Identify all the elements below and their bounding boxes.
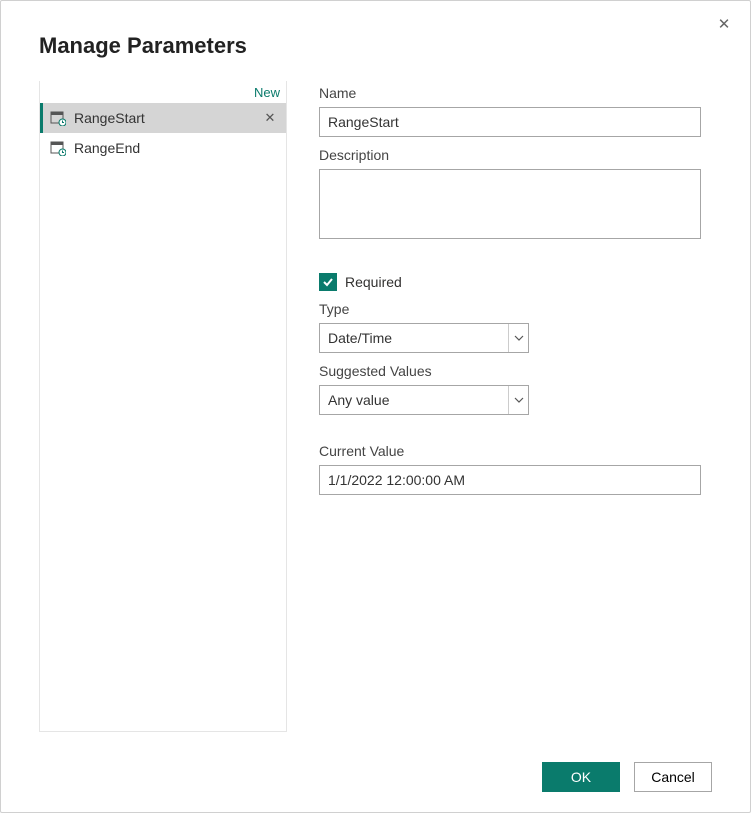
current-value-label: Current Value: [319, 443, 701, 459]
manage-parameters-dialog: ✕ Manage Parameters New R: [0, 0, 751, 813]
cancel-button[interactable]: Cancel: [634, 762, 712, 792]
description-label: Description: [319, 147, 701, 163]
parameter-form: Name Description Required Type Date/Time…: [319, 81, 701, 732]
suggested-values-select-value: Any value: [328, 392, 508, 408]
chevron-down-icon: [508, 324, 528, 352]
dialog-body: New RangeStart ✕: [39, 81, 712, 732]
suggested-values-select[interactable]: Any value: [319, 385, 529, 415]
chevron-down-icon: [508, 386, 528, 414]
ok-button[interactable]: OK: [542, 762, 620, 792]
delete-parameter-icon[interactable]: ✕: [262, 110, 278, 126]
type-label: Type: [319, 301, 701, 317]
parameter-icon: [50, 140, 66, 156]
name-input[interactable]: [319, 107, 701, 137]
required-row: Required: [319, 273, 701, 291]
suggested-values-label: Suggested Values: [319, 363, 701, 379]
required-label: Required: [345, 274, 402, 290]
dialog-footer: OK Cancel: [39, 732, 712, 792]
current-value-input[interactable]: [319, 465, 701, 495]
parameter-sidebar: New RangeStart ✕: [39, 81, 287, 732]
dialog-title: Manage Parameters: [39, 33, 712, 59]
type-select-value: Date/Time: [328, 330, 508, 346]
description-input[interactable]: [319, 169, 701, 239]
parameter-item-label: RangeEnd: [74, 140, 254, 156]
parameter-item-label: RangeStart: [74, 110, 254, 126]
close-icon[interactable]: ✕: [714, 15, 734, 35]
parameter-item-rangeend[interactable]: RangeEnd ✕: [40, 133, 286, 163]
new-parameter-link[interactable]: New: [254, 85, 280, 100]
parameter-item-rangestart[interactable]: RangeStart ✕: [40, 103, 286, 133]
name-label: Name: [319, 85, 701, 101]
parameter-list: RangeStart ✕ RangeEnd ✕: [40, 103, 286, 731]
sidebar-toolbar: New: [40, 81, 286, 103]
type-select[interactable]: Date/Time: [319, 323, 529, 353]
required-checkbox[interactable]: [319, 273, 337, 291]
parameter-icon: [50, 110, 66, 126]
